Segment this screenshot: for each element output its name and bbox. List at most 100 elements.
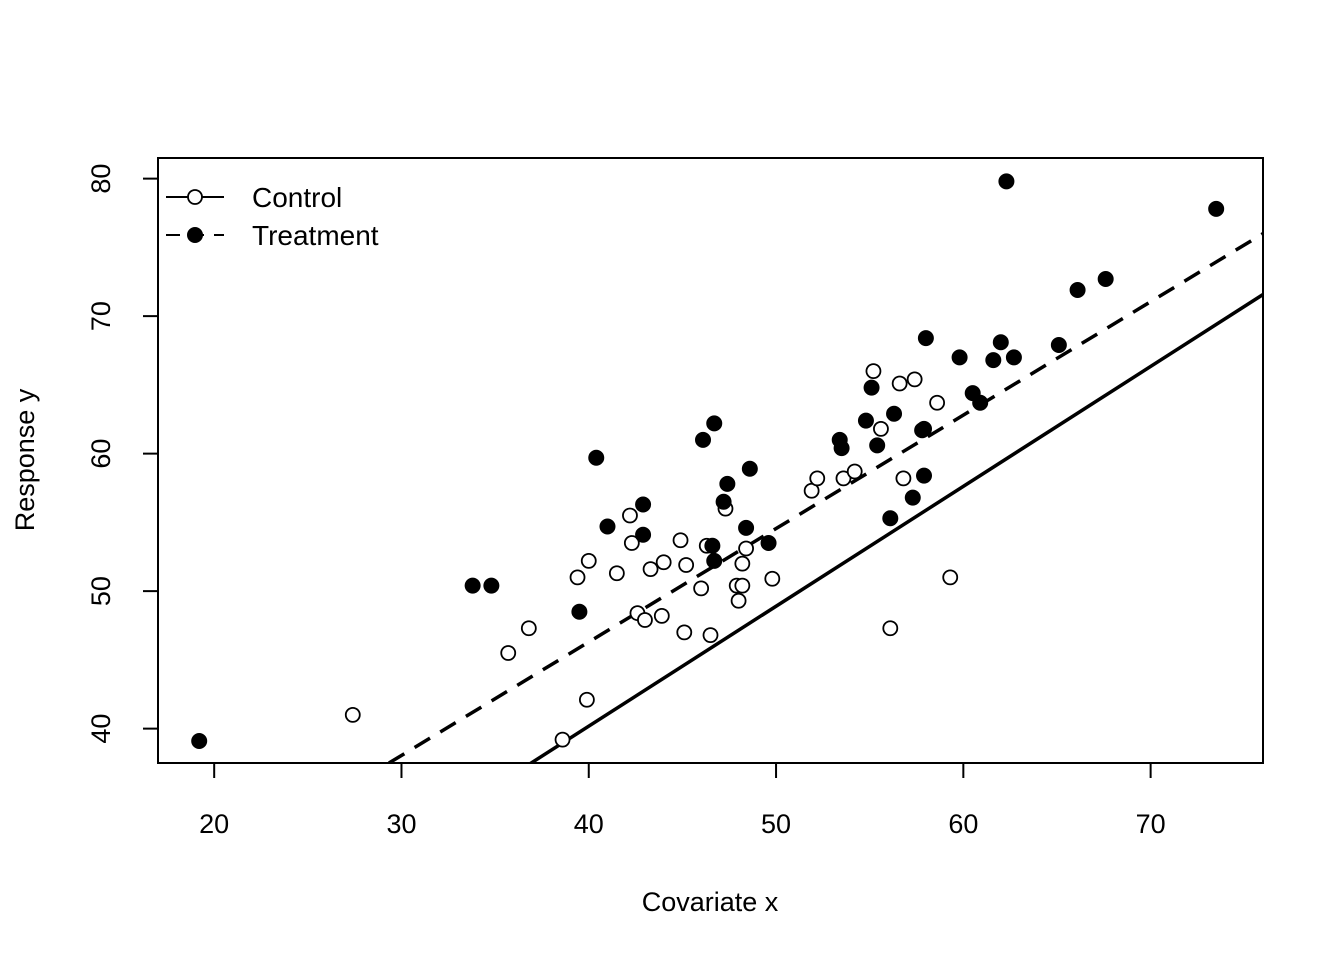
point-treatment (904, 489, 921, 506)
point-control (608, 565, 625, 582)
point-control (672, 532, 689, 549)
x-tick-label: 60 (948, 809, 978, 839)
point-treatment (719, 475, 736, 492)
point-treatment (464, 577, 481, 594)
point-control (642, 561, 659, 578)
y-tick-label: 60 (86, 439, 116, 469)
point-control (500, 645, 517, 661)
point-control (702, 627, 719, 644)
fit-line-treatment (385, 232, 1263, 763)
point-treatment (599, 518, 616, 535)
point-treatment (1208, 200, 1225, 217)
point-control (895, 470, 912, 487)
point-treatment (985, 352, 1002, 369)
point-control (622, 507, 638, 524)
point-treatment (998, 173, 1015, 190)
point-control (578, 691, 595, 708)
legend-item-treatment: Treatment (166, 220, 379, 251)
point-control (738, 540, 754, 557)
legend-item-control: Control (166, 182, 342, 213)
point-treatment (972, 394, 989, 411)
point-treatment (863, 379, 880, 396)
point-treatment (1050, 337, 1067, 353)
point-treatment (992, 334, 1009, 351)
legend: Control Treatment (166, 182, 379, 251)
legend-label: Treatment (252, 220, 379, 251)
y-tick-label: 80 (86, 164, 116, 194)
point-control (655, 554, 672, 571)
point-control (891, 375, 908, 392)
y-axis-title: Response y (10, 388, 40, 531)
x-tick-label: 40 (574, 809, 604, 839)
point-treatment (706, 415, 723, 432)
point-control (809, 470, 826, 487)
x-axis-title: Covariate x (642, 887, 779, 917)
point-treatment (916, 467, 933, 484)
point-treatment (588, 449, 605, 466)
point-control (730, 592, 747, 609)
point-treatment (571, 603, 588, 620)
point-control (693, 580, 710, 597)
point-control (554, 731, 571, 748)
point-control (678, 557, 695, 573)
point-control (873, 420, 889, 437)
point-treatment (760, 535, 777, 551)
point-treatment (738, 519, 755, 536)
x-tick-label: 20 (199, 809, 229, 839)
y-axis: 40 50 60 70 80 (86, 164, 159, 744)
point-control (676, 624, 693, 641)
point-treatment (635, 496, 652, 513)
point-control (835, 470, 852, 487)
y-tick-label: 70 (86, 301, 116, 331)
point-treatment (741, 460, 758, 477)
point-control (569, 569, 586, 586)
point-treatment (916, 420, 933, 437)
point-control (846, 463, 863, 480)
x-tick-label: 70 (1136, 809, 1166, 839)
point-control (734, 555, 751, 572)
x-tick-label: 50 (761, 809, 791, 839)
point-control (344, 706, 361, 723)
y-tick-label: 50 (86, 576, 116, 606)
data-points (191, 173, 1225, 749)
point-treatment (886, 405, 903, 422)
point-control (580, 552, 597, 569)
point-treatment (1097, 271, 1114, 287)
fit-line-control (527, 293, 1263, 763)
point-treatment (706, 552, 723, 569)
point-treatment (695, 431, 712, 448)
point-treatment (869, 437, 886, 454)
point-control (520, 620, 537, 637)
point-control (865, 363, 882, 380)
point-treatment (635, 526, 652, 543)
point-treatment (704, 537, 721, 554)
point-treatment (715, 493, 732, 510)
y-tick-label: 40 (86, 714, 116, 744)
point-treatment (857, 412, 874, 429)
point-treatment (833, 440, 850, 457)
point-treatment (917, 330, 934, 347)
point-treatment (1005, 349, 1022, 366)
point-control (653, 607, 670, 624)
point-treatment (483, 577, 500, 594)
point-control (942, 569, 959, 586)
fit-lines (385, 232, 1263, 763)
point-control (906, 371, 923, 388)
point-control (637, 612, 653, 628)
point-control (734, 577, 751, 594)
point-control (764, 570, 781, 587)
point-treatment (882, 510, 899, 527)
point-control (882, 620, 899, 637)
legend-label: Control (252, 182, 342, 213)
legend-marker (187, 227, 203, 243)
legend-marker (187, 189, 203, 205)
point-control (929, 394, 946, 411)
point-treatment (1069, 282, 1086, 298)
x-axis: 20 30 40 50 60 70 (199, 762, 1166, 839)
point-treatment (191, 733, 208, 749)
x-tick-label: 30 (386, 809, 416, 839)
point-control (623, 535, 640, 551)
point-treatment (951, 349, 968, 366)
